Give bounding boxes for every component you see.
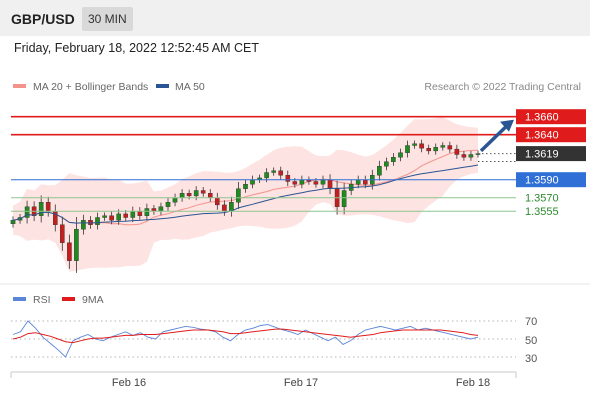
candle-body [45, 201, 51, 212]
candle-body [193, 190, 199, 197]
candle-body [327, 179, 333, 189]
candle-body [186, 192, 192, 197]
support-label: 1.3555 [525, 206, 559, 218]
support-label: 1.3570 [525, 193, 559, 205]
level-tag [516, 109, 586, 125]
candle-body [109, 215, 114, 221]
rsi-line [12, 320, 479, 358]
candle-body [116, 213, 121, 221]
candle-body [123, 213, 128, 218]
legend-label-9ma: 9MA [82, 294, 104, 306]
bollinger-band [13, 117, 478, 272]
source-credit: Research © 2022 Trading Central [424, 81, 581, 93]
candle-body [313, 181, 319, 185]
level-tag-label: 1.3660 [525, 112, 559, 124]
candle-body [67, 242, 72, 261]
x-tick-label: Feb 17 [284, 377, 318, 389]
legend-label-ma50: MA 50 [175, 81, 205, 93]
candle-body [250, 179, 255, 185]
timeframe-button[interactable]: 30 MIN [82, 7, 133, 31]
candle-body [377, 165, 382, 176]
candle-body [461, 154, 467, 158]
candle-body [24, 206, 30, 218]
candle-body [74, 228, 79, 261]
forecast-arrowhead [500, 119, 514, 132]
candle-body [10, 219, 16, 224]
candle-body [355, 179, 361, 185]
candle-body [447, 145, 453, 150]
current-price-label: 1.3619 [525, 149, 559, 161]
candle-body [172, 197, 178, 203]
candle-body [271, 170, 277, 173]
candle-body [278, 170, 284, 176]
legend-swatch-ma50 [156, 84, 169, 88]
ma50-line [12, 164, 479, 224]
legend-swatch-9ma [62, 297, 75, 301]
candle-body [130, 210, 136, 218]
candle-body [341, 190, 347, 207]
candle-body [165, 201, 171, 207]
candle-body [207, 192, 213, 198]
candle-body [95, 217, 100, 225]
candle-body [137, 210, 143, 216]
level-tag [516, 127, 586, 143]
candle-body [243, 183, 248, 189]
candle-body [236, 188, 241, 203]
candle-body [144, 208, 150, 216]
candle-body [158, 206, 164, 212]
candle-body [200, 190, 206, 194]
level-tag-label: 1.3640 [525, 130, 559, 142]
legend-label-ma20: MA 20 + Bollinger Bands [33, 81, 148, 93]
candle-body [384, 161, 389, 167]
current-price-tag [516, 146, 586, 162]
forecast-arrow [479, 124, 509, 153]
candle-body [102, 215, 107, 218]
candle-body [81, 219, 86, 230]
candle-body [38, 201, 44, 216]
candle-body [405, 145, 410, 153]
candle-body [179, 192, 185, 198]
candle-body [398, 152, 403, 158]
candle-body [285, 174, 291, 182]
level-tag [516, 172, 586, 188]
rsi-ma-line [12, 328, 479, 344]
candle-body [468, 154, 474, 158]
rsi-level-label: 50 [525, 335, 537, 347]
rsi-level-label: 70 [525, 316, 537, 328]
candle-body [412, 143, 417, 146]
candle-body [292, 181, 298, 185]
candle-body [440, 145, 446, 148]
x-tick-label: Feb 18 [456, 377, 490, 389]
candle-body [214, 197, 220, 206]
symbol-label: GBP/USD [11, 11, 75, 27]
candle-body [454, 148, 460, 155]
candle-body [363, 179, 368, 185]
header-bar: GBP/USD 30 MIN [0, 0, 590, 36]
candle-body [419, 143, 424, 149]
legend-label-rsi: RSI [33, 294, 51, 306]
candle-body [320, 179, 326, 185]
timestamp: Friday, February 18, 2022 12:52:45 AM CE… [14, 41, 260, 55]
candle-body [264, 172, 269, 179]
legend-swatch-ma20 [13, 84, 26, 88]
candle-body [426, 147, 432, 152]
rsi-level-label: 30 [525, 353, 537, 365]
candle-body [391, 156, 396, 162]
candle-body [433, 147, 439, 152]
level-tag-label: 1.3590 [525, 175, 559, 187]
candle-body [60, 224, 65, 243]
legend-swatch-rsi [13, 297, 26, 301]
x-tick-label: Feb 16 [112, 377, 146, 389]
candle-body [299, 179, 305, 185]
candle-body [222, 204, 227, 212]
